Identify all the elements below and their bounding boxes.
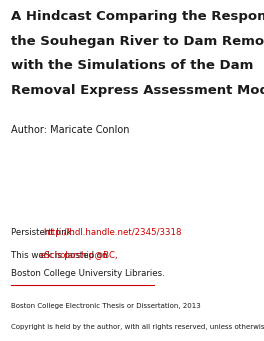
Text: Boston College University Libraries.: Boston College University Libraries. <box>11 269 165 278</box>
Text: This work is posted on: This work is posted on <box>11 251 111 260</box>
Text: Author: Maricate Conlon: Author: Maricate Conlon <box>11 125 130 135</box>
Text: http://hdl.handle.net/2345/3318: http://hdl.handle.net/2345/3318 <box>43 228 181 237</box>
Text: the Souhegan River to Dam Removal: the Souhegan River to Dam Removal <box>11 35 264 48</box>
Text: Boston College Electronic Thesis or Dissertation, 2013: Boston College Electronic Thesis or Diss… <box>11 303 201 310</box>
Text: eScholarship@BC,: eScholarship@BC, <box>40 251 118 260</box>
Text: Removal Express Assessment Model-1: Removal Express Assessment Model-1 <box>11 84 264 97</box>
Text: Persistent link:: Persistent link: <box>11 228 78 237</box>
Text: Copyright is held by the author, with all rights reserved, unless otherwise note: Copyright is held by the author, with al… <box>11 324 264 330</box>
Text: A Hindcast Comparing the Response of: A Hindcast Comparing the Response of <box>11 10 264 23</box>
Text: with the Simulations of the Dam: with the Simulations of the Dam <box>11 59 254 72</box>
